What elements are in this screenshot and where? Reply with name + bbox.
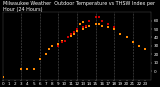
Text: Milwaukee Weather  Outdoor Temperature vs THSW Index per Hour (24 Hours): Milwaukee Weather Outdoor Temperature vs… [3, 1, 155, 12]
Point [51, 45, 53, 47]
Point [48, 49, 50, 50]
Point [26, 69, 29, 70]
Point [107, 23, 109, 25]
Point [79, 23, 81, 25]
Point [85, 27, 88, 28]
Point [107, 27, 109, 28]
Point [63, 40, 66, 41]
Point [82, 22, 84, 23]
Point [125, 37, 128, 38]
Point [66, 37, 69, 38]
Point [113, 28, 115, 30]
Point [88, 25, 91, 26]
Point [20, 69, 23, 70]
Point [1, 76, 4, 78]
Point [76, 28, 78, 30]
Point [100, 25, 103, 26]
Point [69, 33, 72, 35]
Point [73, 33, 75, 35]
Point [60, 40, 63, 41]
Point [97, 23, 100, 25]
Point [100, 20, 103, 21]
Point [94, 23, 97, 25]
Point [88, 20, 91, 21]
Point [57, 45, 60, 47]
Point [39, 59, 41, 60]
Point [45, 54, 47, 55]
Point [32, 69, 35, 70]
Point [82, 27, 84, 28]
Point [66, 37, 69, 38]
Point [57, 44, 60, 45]
Point [82, 28, 84, 30]
Point [94, 17, 97, 18]
Point [63, 40, 66, 41]
Point [119, 33, 122, 35]
Point [131, 42, 134, 43]
Point [138, 45, 140, 47]
Point [144, 49, 146, 50]
Point [69, 35, 72, 36]
Point [97, 17, 100, 18]
Point [113, 27, 115, 28]
Point [76, 30, 78, 31]
Point [60, 42, 63, 43]
Point [85, 25, 88, 26]
Point [73, 32, 75, 33]
